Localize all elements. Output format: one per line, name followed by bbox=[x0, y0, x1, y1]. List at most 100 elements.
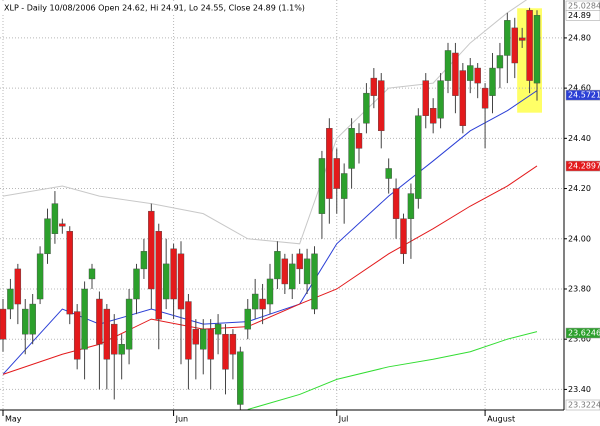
candle-body bbox=[170, 248, 177, 300]
candle-body bbox=[22, 308, 29, 335]
price-label: 23.6246 bbox=[568, 329, 600, 338]
y-tick-label: 23.40 bbox=[568, 385, 591, 394]
candle-body bbox=[51, 203, 59, 234]
candle-body bbox=[7, 288, 14, 310]
candle-body bbox=[14, 268, 22, 305]
candle-body bbox=[429, 108, 437, 124]
candle-body bbox=[378, 80, 385, 132]
candle-body bbox=[452, 52, 459, 96]
candle-body bbox=[370, 77, 378, 96]
x-tick-label: August bbox=[487, 415, 515, 424]
candle-body bbox=[259, 298, 266, 310]
candle-body bbox=[518, 37, 526, 41]
candle-body bbox=[355, 133, 363, 149]
candle-body bbox=[504, 20, 511, 56]
price-label: 23.3224 bbox=[568, 401, 600, 410]
candle-body bbox=[318, 158, 326, 214]
candle-body bbox=[489, 67, 496, 96]
title-bg bbox=[2, 2, 302, 14]
candle-body bbox=[333, 158, 340, 189]
price-label: 24.89 bbox=[568, 11, 591, 20]
candle-body bbox=[200, 328, 207, 350]
candle-body bbox=[474, 67, 481, 84]
candle-body bbox=[96, 298, 103, 345]
candle-body bbox=[392, 188, 400, 219]
y-tick-label: 24.80 bbox=[568, 33, 591, 42]
price-label-box bbox=[565, 160, 600, 172]
price-label: 24.5721 bbox=[568, 91, 600, 100]
candle-body bbox=[266, 278, 274, 305]
price-label-box bbox=[565, 399, 600, 411]
candle-body bbox=[155, 231, 162, 320]
candle-body bbox=[244, 308, 251, 330]
candle-body bbox=[185, 301, 192, 360]
y-tick-label: 23.80 bbox=[568, 284, 591, 293]
x-tick-label: Jun bbox=[175, 415, 189, 424]
candle-body bbox=[481, 87, 489, 109]
candle-body bbox=[214, 323, 222, 335]
candle-body bbox=[467, 65, 474, 81]
candle-body bbox=[251, 293, 259, 310]
candle-body bbox=[66, 231, 73, 315]
candle-body bbox=[111, 323, 118, 355]
candle-body bbox=[29, 303, 36, 335]
candle-body bbox=[59, 223, 66, 227]
price-label-box bbox=[565, 89, 600, 101]
candle-body bbox=[526, 10, 533, 81]
candle-body bbox=[281, 258, 289, 285]
candle-body bbox=[340, 173, 348, 199]
y-tick-label: 24.40 bbox=[568, 134, 591, 143]
candle-body bbox=[415, 115, 422, 199]
candle-body bbox=[511, 27, 518, 64]
moving-average-line bbox=[2, 0, 528, 245]
candle-body bbox=[140, 251, 148, 270]
candle-body bbox=[125, 298, 133, 350]
x-tick-label: May bbox=[5, 415, 22, 424]
candle-body bbox=[222, 333, 229, 370]
candle-body bbox=[237, 351, 244, 405]
candle-body bbox=[407, 193, 415, 219]
candle-body bbox=[326, 128, 333, 199]
candle-body bbox=[36, 253, 44, 300]
candle-body bbox=[133, 268, 140, 300]
candle-body bbox=[44, 218, 51, 255]
chart-title: XLP - Daily 10/08/2006 Open 24.62, Hi 24… bbox=[4, 4, 305, 13]
candle-body bbox=[177, 253, 185, 310]
candle-body bbox=[459, 70, 467, 126]
candle-body bbox=[81, 288, 88, 350]
candle-body bbox=[303, 258, 311, 285]
x-tick-label: Jul bbox=[338, 415, 349, 424]
candle-body bbox=[437, 80, 444, 119]
candle-body bbox=[296, 253, 303, 270]
candle-body bbox=[192, 328, 200, 345]
price-label-box bbox=[565, 327, 600, 339]
plot-area bbox=[0, 0, 564, 410]
candle-body bbox=[533, 15, 541, 84]
candle-body bbox=[103, 308, 111, 360]
price-label: 25.0284 bbox=[568, 2, 600, 11]
y-tick-label: 24.20 bbox=[568, 184, 591, 193]
candle-body bbox=[385, 168, 392, 179]
candle-body bbox=[422, 80, 429, 116]
candle-body bbox=[274, 251, 281, 280]
y-tick-label: 23.60 bbox=[568, 335, 591, 344]
candle-body bbox=[311, 253, 318, 310]
candle-body bbox=[348, 128, 355, 169]
candle-body bbox=[400, 218, 407, 255]
candle-body bbox=[363, 92, 370, 124]
price-label-box bbox=[565, 10, 600, 21]
candle-body bbox=[289, 263, 296, 290]
candle-body bbox=[148, 210, 155, 290]
y-tick-label: 24.00 bbox=[568, 234, 591, 243]
candle-body bbox=[118, 344, 125, 355]
candle-body bbox=[88, 268, 96, 280]
candle-body bbox=[229, 333, 237, 355]
candle-body bbox=[73, 311, 81, 360]
candle-body bbox=[207, 328, 214, 360]
y-tick-label: 24.60 bbox=[568, 84, 591, 93]
candle-body bbox=[162, 263, 170, 300]
moving-average-line bbox=[247, 331, 538, 410]
price-label: 24.2897 bbox=[568, 162, 600, 171]
